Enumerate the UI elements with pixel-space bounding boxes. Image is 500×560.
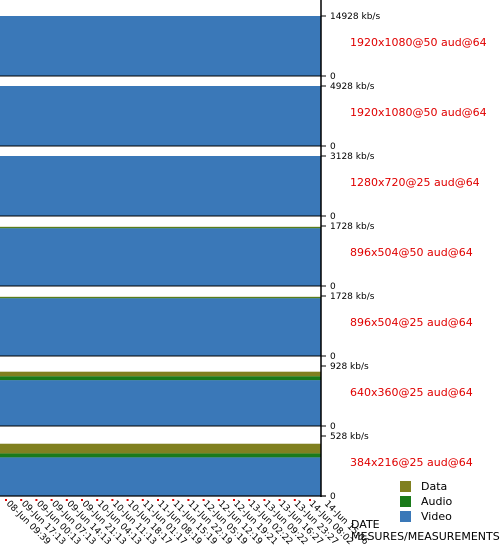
tick-label-max: 928 kb/s bbox=[330, 362, 369, 372]
date-tick-mark bbox=[50, 499, 53, 501]
tick-label-max: 14928 kb/s bbox=[330, 12, 380, 22]
tick-label-zero: 0 bbox=[330, 142, 336, 152]
tick-label-max: 4928 kb/s bbox=[330, 82, 375, 92]
date-tick-mark bbox=[65, 499, 68, 501]
area-audio-panel-4 bbox=[0, 227, 321, 229]
area-audio-panel-6 bbox=[0, 376, 321, 381]
tick-label-zero: 0 bbox=[330, 492, 336, 502]
panel-3: 3128 kb/s 0 1280x720@25 aud@64 bbox=[0, 152, 480, 222]
tick-label-zero: 0 bbox=[330, 72, 336, 82]
tick-label-zero: 0 bbox=[330, 352, 336, 362]
legend-swatch-video bbox=[400, 511, 411, 522]
tick-label-zero: 0 bbox=[330, 212, 336, 222]
tick-label-zero: 0 bbox=[330, 282, 336, 292]
date-tick-mark bbox=[157, 499, 159, 501]
area-video-panel-1 bbox=[0, 16, 321, 76]
date-tick-mark bbox=[309, 499, 311, 501]
legend-label-video: Video bbox=[421, 510, 452, 523]
date-tick-mark bbox=[141, 499, 144, 501]
date-tick-mark bbox=[278, 499, 281, 501]
area-data-panel-5 bbox=[0, 296, 321, 298]
date-tick-mark bbox=[248, 499, 251, 501]
legend-swatch-audio bbox=[400, 496, 411, 507]
date-tick-mark bbox=[217, 499, 220, 501]
date-tick-mark bbox=[20, 499, 23, 501]
date-tick-mark bbox=[126, 499, 129, 501]
date-tick-mark bbox=[293, 499, 296, 501]
measurements-caption: MESURES/MEASUREMENTS bbox=[351, 530, 500, 543]
encoding-label: 896x504@25 aud@64 bbox=[350, 316, 473, 329]
area-video-panel-2 bbox=[0, 86, 321, 146]
date-tick-mark bbox=[96, 499, 99, 501]
area-data-panel-7 bbox=[0, 443, 321, 454]
date-tick-mark bbox=[5, 499, 7, 501]
area-video-panel-3 bbox=[0, 156, 321, 216]
legend-label-data: Data bbox=[421, 480, 447, 493]
legend-label-audio: Audio bbox=[421, 495, 453, 508]
date-tick-mark bbox=[35, 499, 38, 501]
panel-4: 1728 kb/s 0 896x504@50 aud@64 bbox=[0, 222, 473, 292]
tick-label-max: 3128 kb/s bbox=[330, 152, 375, 162]
panel-1: 14928 kb/s 0 1920x1080@50 aud@64 bbox=[0, 12, 487, 82]
area-data-panel-4 bbox=[0, 226, 321, 228]
encoding-label: 1920x1080@50 aud@64 bbox=[350, 36, 487, 49]
area-video-panel-5 bbox=[0, 298, 321, 356]
panel-2: 4928 kb/s 0 1920x1080@50 aud@64 bbox=[0, 82, 487, 152]
tick-label-zero: 0 bbox=[330, 422, 336, 432]
area-video-panel-6 bbox=[0, 380, 321, 426]
date-tick-mark bbox=[263, 499, 266, 501]
panel-6: 928 kb/s 0 640x360@25 aud@64 bbox=[0, 362, 473, 432]
tick-label-max: 528 kb/s bbox=[330, 432, 369, 442]
area-video-panel-4 bbox=[0, 228, 321, 286]
date-tick-mark bbox=[172, 499, 175, 501]
legend: Data Audio Video bbox=[400, 480, 453, 523]
area-audio-panel-5 bbox=[0, 297, 321, 299]
date-tick-mark bbox=[202, 499, 205, 501]
encoding-label: 896x504@50 aud@64 bbox=[350, 246, 473, 259]
area-video-panel-7 bbox=[0, 457, 321, 496]
panel-5: 1728 kb/s 0 896x504@25 aud@64 bbox=[0, 292, 473, 362]
area-audio-panel-7 bbox=[0, 453, 321, 458]
legend-swatch-data bbox=[400, 481, 411, 492]
encoding-label: 384x216@25 aud@64 bbox=[350, 456, 473, 469]
tick-label-max: 1728 kb/s bbox=[330, 222, 375, 232]
date-tick-mark bbox=[233, 499, 235, 501]
encoding-label: 1920x1080@50 aud@64 bbox=[350, 106, 487, 119]
tick-label-max: 1728 kb/s bbox=[330, 292, 375, 302]
area-data-panel-6 bbox=[0, 371, 321, 377]
date-tick-mark bbox=[111, 499, 114, 501]
encoding-label: 1280x720@25 aud@64 bbox=[350, 176, 480, 189]
encoding-label: 640x360@25 aud@64 bbox=[350, 386, 473, 399]
date-tick-mark bbox=[187, 499, 190, 501]
date-tick-mark bbox=[81, 499, 83, 501]
x-axis-title: DATE bbox=[351, 518, 380, 531]
